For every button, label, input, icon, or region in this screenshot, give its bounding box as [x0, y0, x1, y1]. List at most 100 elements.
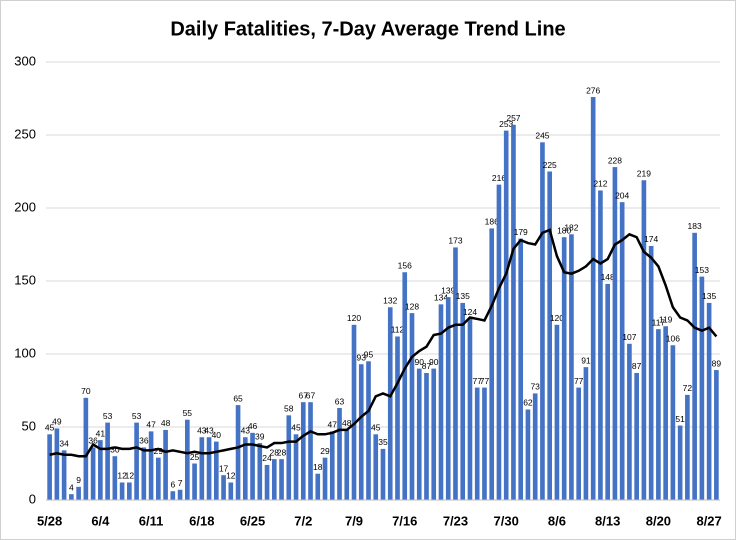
bar: [598, 190, 603, 501]
bar: [612, 167, 618, 500]
data-label: 132: [383, 296, 397, 306]
bar: [351, 324, 357, 500]
data-label: 28: [277, 447, 287, 457]
data-label: 276: [586, 85, 600, 95]
bar: [293, 434, 299, 500]
bar: [641, 180, 647, 500]
bar: [627, 343, 632, 500]
data-label: 245: [535, 131, 549, 141]
bar: [453, 247, 458, 500]
data-label: 12: [226, 471, 236, 481]
data-label: 30: [110, 444, 120, 454]
data-label: 90: [415, 357, 425, 367]
data-label: 62: [523, 398, 533, 408]
bar: [387, 307, 393, 500]
data-label: 9: [76, 475, 81, 485]
bar: [156, 457, 161, 500]
bar: [264, 464, 270, 500]
bar: [228, 482, 234, 500]
bar: [366, 361, 371, 500]
bar: [141, 447, 147, 500]
data-label: 216: [492, 173, 506, 183]
bar: [177, 489, 183, 500]
data-label: 63: [335, 396, 345, 406]
data-label: 48: [342, 418, 352, 428]
bar: [619, 202, 625, 500]
bar: [373, 434, 379, 500]
x-tick-label: 7/23: [443, 513, 468, 528]
bar: [206, 437, 212, 500]
data-label: 77: [574, 376, 584, 386]
bar: [648, 245, 654, 500]
bar: [192, 463, 197, 500]
bar: [460, 302, 466, 500]
data-label: 28: [270, 447, 280, 457]
data-label: 46: [248, 421, 258, 431]
x-tick-label: 5/28: [37, 513, 62, 528]
data-label: 91: [581, 355, 591, 365]
x-tick-label: 6/25: [240, 513, 265, 528]
bar: [445, 297, 451, 500]
bar: [337, 408, 342, 500]
data-label: 39: [255, 431, 265, 441]
data-label: 67: [299, 390, 309, 400]
bar: [576, 387, 581, 500]
bar: [90, 447, 96, 500]
data-label: 148: [601, 272, 615, 282]
bar: [344, 429, 350, 500]
data-label: 89: [712, 358, 722, 368]
data-label: 36: [139, 436, 149, 446]
data-label: 45: [45, 423, 55, 433]
data-label: 55: [183, 408, 193, 418]
trend-line: [49, 228, 718, 458]
data-label: 134: [434, 293, 448, 303]
bar: [482, 387, 487, 500]
bar: [714, 370, 719, 500]
data-label: 53: [103, 411, 113, 421]
bar: [380, 448, 386, 500]
bar: [677, 425, 683, 500]
data-label: 25: [190, 452, 200, 462]
x-tick-label: 8/20: [646, 513, 671, 528]
bar: [148, 431, 154, 500]
data-label: 174: [644, 234, 658, 244]
bar: [134, 422, 139, 500]
data-label: 12: [117, 471, 127, 481]
bar: [235, 405, 241, 500]
x-tick-label: 7/16: [392, 513, 417, 528]
data-label: 95: [364, 350, 374, 360]
x-tick-label: 8/6: [548, 513, 566, 528]
bar: [308, 402, 313, 500]
data-label: 153: [695, 265, 709, 275]
data-label: 18: [313, 462, 323, 472]
data-label: 183: [688, 221, 702, 231]
x-tick-label: 7/9: [345, 513, 363, 528]
bar: [511, 124, 516, 500]
bar: [119, 482, 125, 500]
bar: [402, 272, 408, 500]
bar: [438, 304, 444, 500]
bar: [250, 432, 255, 500]
data-label: 225: [543, 160, 557, 170]
bar: [605, 283, 610, 500]
data-label: 112: [391, 325, 405, 335]
bar: [424, 372, 429, 500]
bar: [213, 441, 219, 500]
data-label: 180: [557, 225, 571, 235]
bar: [409, 313, 415, 500]
bar: [242, 437, 248, 500]
data-label: 119: [659, 315, 673, 325]
bar: [127, 482, 132, 500]
data-label: 72: [683, 383, 693, 393]
bar: [199, 437, 205, 500]
bar: [518, 238, 524, 500]
bar: [112, 456, 118, 500]
data-label: 107: [622, 332, 636, 342]
bar: [489, 228, 495, 500]
data-label: 77: [472, 376, 482, 386]
bar: [69, 494, 74, 500]
data-label: 219: [637, 169, 651, 179]
y-tick-label: 50: [22, 418, 36, 433]
data-label: 173: [448, 236, 462, 246]
